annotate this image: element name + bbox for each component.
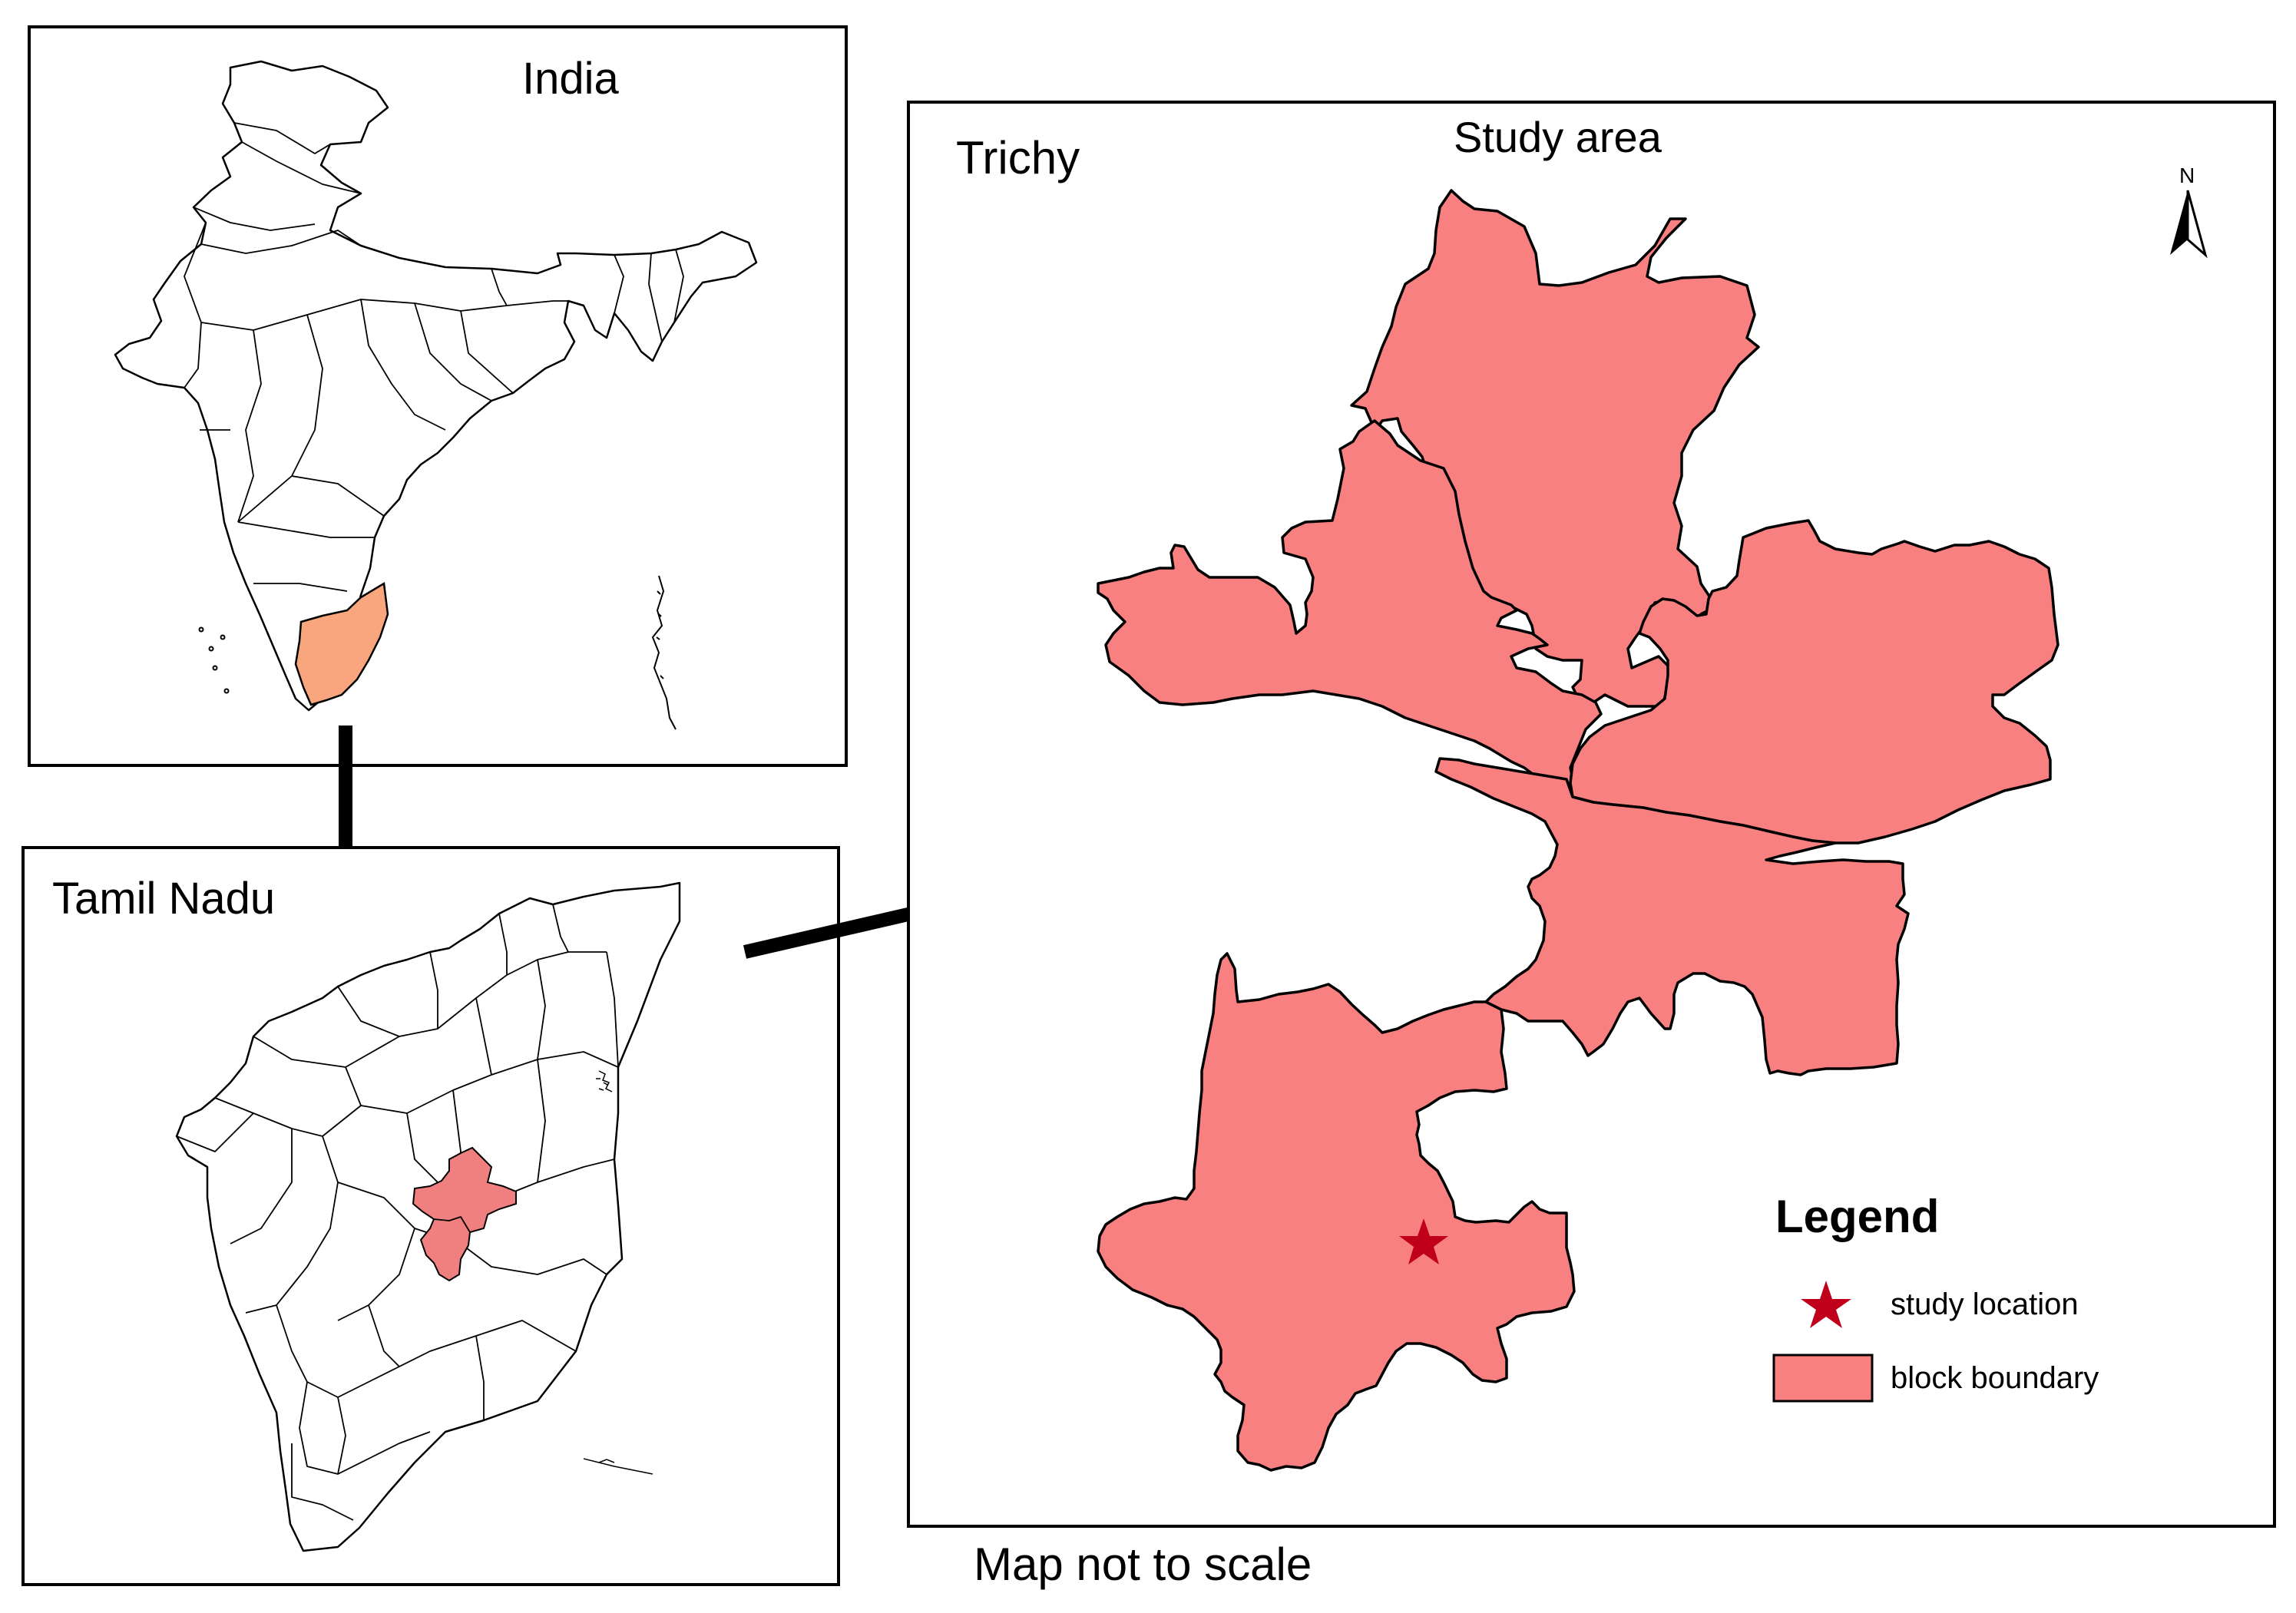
north-arrow: N bbox=[2170, 164, 2208, 259]
trichy-district-highlight bbox=[412, 1146, 517, 1282]
coastal-detail bbox=[583, 1070, 653, 1475]
trichy-inner-border bbox=[433, 1216, 471, 1233]
north-label: N bbox=[2179, 164, 2195, 187]
tamil-nadu-panel: Tamil Nadu bbox=[22, 846, 840, 1586]
map-scale-note: Map not to scale bbox=[974, 1539, 1312, 1590]
india-state-borders bbox=[184, 122, 684, 592]
north-arrow-right bbox=[2186, 190, 2208, 259]
block-central-south bbox=[1434, 757, 1910, 1076]
legend-block-boundary-label: block boundary bbox=[1891, 1361, 2099, 1395]
study-area-title: Study area bbox=[1454, 113, 1662, 161]
block-west bbox=[1097, 419, 1603, 788]
tamil-nadu-highlight bbox=[294, 581, 389, 706]
trichy-panel: Trichy Study area N Legend study locatio… bbox=[907, 101, 2276, 1528]
india-outline bbox=[114, 60, 758, 712]
tamil-nadu-outline bbox=[175, 881, 681, 1552]
india-title: India bbox=[522, 54, 620, 104]
island-groups bbox=[198, 575, 677, 730]
tamil-nadu-map bbox=[175, 881, 681, 1552]
legend-title: Legend bbox=[1775, 1191, 1939, 1242]
block-east bbox=[1569, 519, 2059, 845]
trichy-title: Trichy bbox=[956, 132, 1080, 183]
trichy-blocks bbox=[1097, 189, 2059, 1472]
india-map bbox=[114, 60, 758, 730]
legend: Legend study location block boundary bbox=[1772, 1191, 2099, 1403]
north-arrow-left bbox=[2170, 190, 2188, 255]
block-south bbox=[1097, 952, 1576, 1472]
study-location-star bbox=[1399, 1218, 1448, 1264]
tamil-nadu-district-borders bbox=[176, 904, 619, 1521]
block-northwest bbox=[1350, 189, 1760, 708]
india-panel: India bbox=[28, 25, 848, 767]
legend-star-symbol bbox=[1801, 1281, 1851, 1328]
tamil-nadu-title: Tamil Nadu bbox=[52, 874, 275, 924]
legend-study-location-label: study location bbox=[1891, 1287, 2079, 1321]
legend-block-symbol bbox=[1772, 1354, 1874, 1403]
